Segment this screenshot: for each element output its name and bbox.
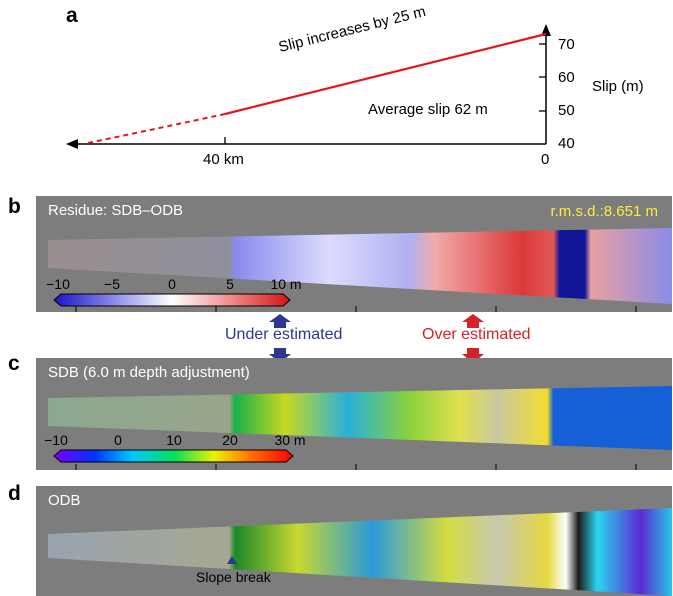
over-estimated-label: Over estimated — [422, 326, 531, 343]
panel-b-letter: b — [8, 195, 21, 218]
odb-panel-title: ODB — [48, 492, 81, 509]
over-down-arrow — [462, 348, 484, 363]
odb-map-panel: ODB Slope break — [36, 486, 672, 596]
residue-colorbar — [53, 293, 291, 307]
panel-a-letter: a — [66, 4, 78, 27]
sdb-axis-ticks — [75, 464, 637, 470]
sdb-cbar-tick-3: 10 — [166, 432, 182, 448]
under-down-arrow — [269, 348, 291, 363]
sdb-map-image — [48, 386, 672, 470]
residue-map-image — [48, 228, 672, 312]
sdb-cbar-tick-4: 20 — [222, 432, 238, 448]
distance-axis-arrowhead — [66, 139, 78, 149]
panel-c-letter: c — [8, 352, 20, 375]
sdb-colorbar — [53, 449, 294, 463]
residue-cbar-tick-2: −5 — [104, 276, 120, 292]
slope-break-marker — [227, 556, 237, 564]
sdb-cbar-tick-1: −10 — [44, 432, 68, 448]
residue-cbar-tick-5: 10 m — [270, 276, 302, 292]
average-slip-label: Average slip 62 m — [368, 101, 488, 118]
sdb-map-panel: SDB (6.0 m depth adjustment) −10 0 10 20… — [36, 358, 672, 470]
under-up-arrow — [269, 314, 291, 328]
slip-profile-plot — [66, 24, 551, 149]
residue-cbar-tick-4: 5 — [226, 276, 234, 292]
slip-tick-label-60: 60 — [558, 69, 575, 86]
residue-swath — [48, 228, 672, 304]
residue-axis-ticks — [75, 306, 637, 312]
residue-map-panel: Residue: SDB–ODB r.m.s.d.:8.651 m −10 −5… — [36, 196, 672, 312]
slip-axis-title: Slip (m) — [592, 78, 644, 95]
residue-cbar-tick-3: 0 — [168, 276, 176, 292]
under-estimated-label: Under estimated — [225, 326, 343, 343]
slip-curve-solid — [224, 32, 547, 116]
estimate-arrows — [269, 314, 484, 363]
slope-break-label: Slope break — [196, 569, 271, 585]
residue-panel-title: Residue: SDB–ODB — [48, 202, 184, 219]
odb-swath — [48, 508, 672, 596]
slip-curve-dashed — [87, 113, 226, 144]
slip-tick-label-50: 50 — [558, 102, 575, 119]
slip-tick-label-70: 70 — [558, 36, 575, 53]
panel-d-letter: d — [8, 482, 21, 505]
sdb-cbar-tick-5: 30 m — [274, 432, 306, 448]
sdb-panel-title: SDB (6.0 m depth adjustment) — [48, 364, 250, 381]
slip-axis-arrowhead — [541, 24, 551, 36]
sdb-colorbar-ticks: −10 0 10 20 30 m — [36, 432, 672, 450]
rmsd-label: r.m.s.d.:8.651 m — [550, 203, 658, 220]
sdb-swath — [48, 386, 672, 450]
over-up-arrow — [462, 314, 484, 328]
distance-label-zero: 0 — [541, 151, 550, 168]
distance-label-40km: 40 km — [203, 151, 244, 168]
residue-cbar-tick-1: −10 — [46, 276, 70, 292]
sdb-cbar-tick-2: 0 — [114, 432, 122, 448]
odb-map-image — [48, 508, 672, 596]
slip-tick-label-40: 40 — [558, 135, 575, 152]
residue-colorbar-ticks: −10 −5 0 5 10 m — [36, 276, 672, 294]
